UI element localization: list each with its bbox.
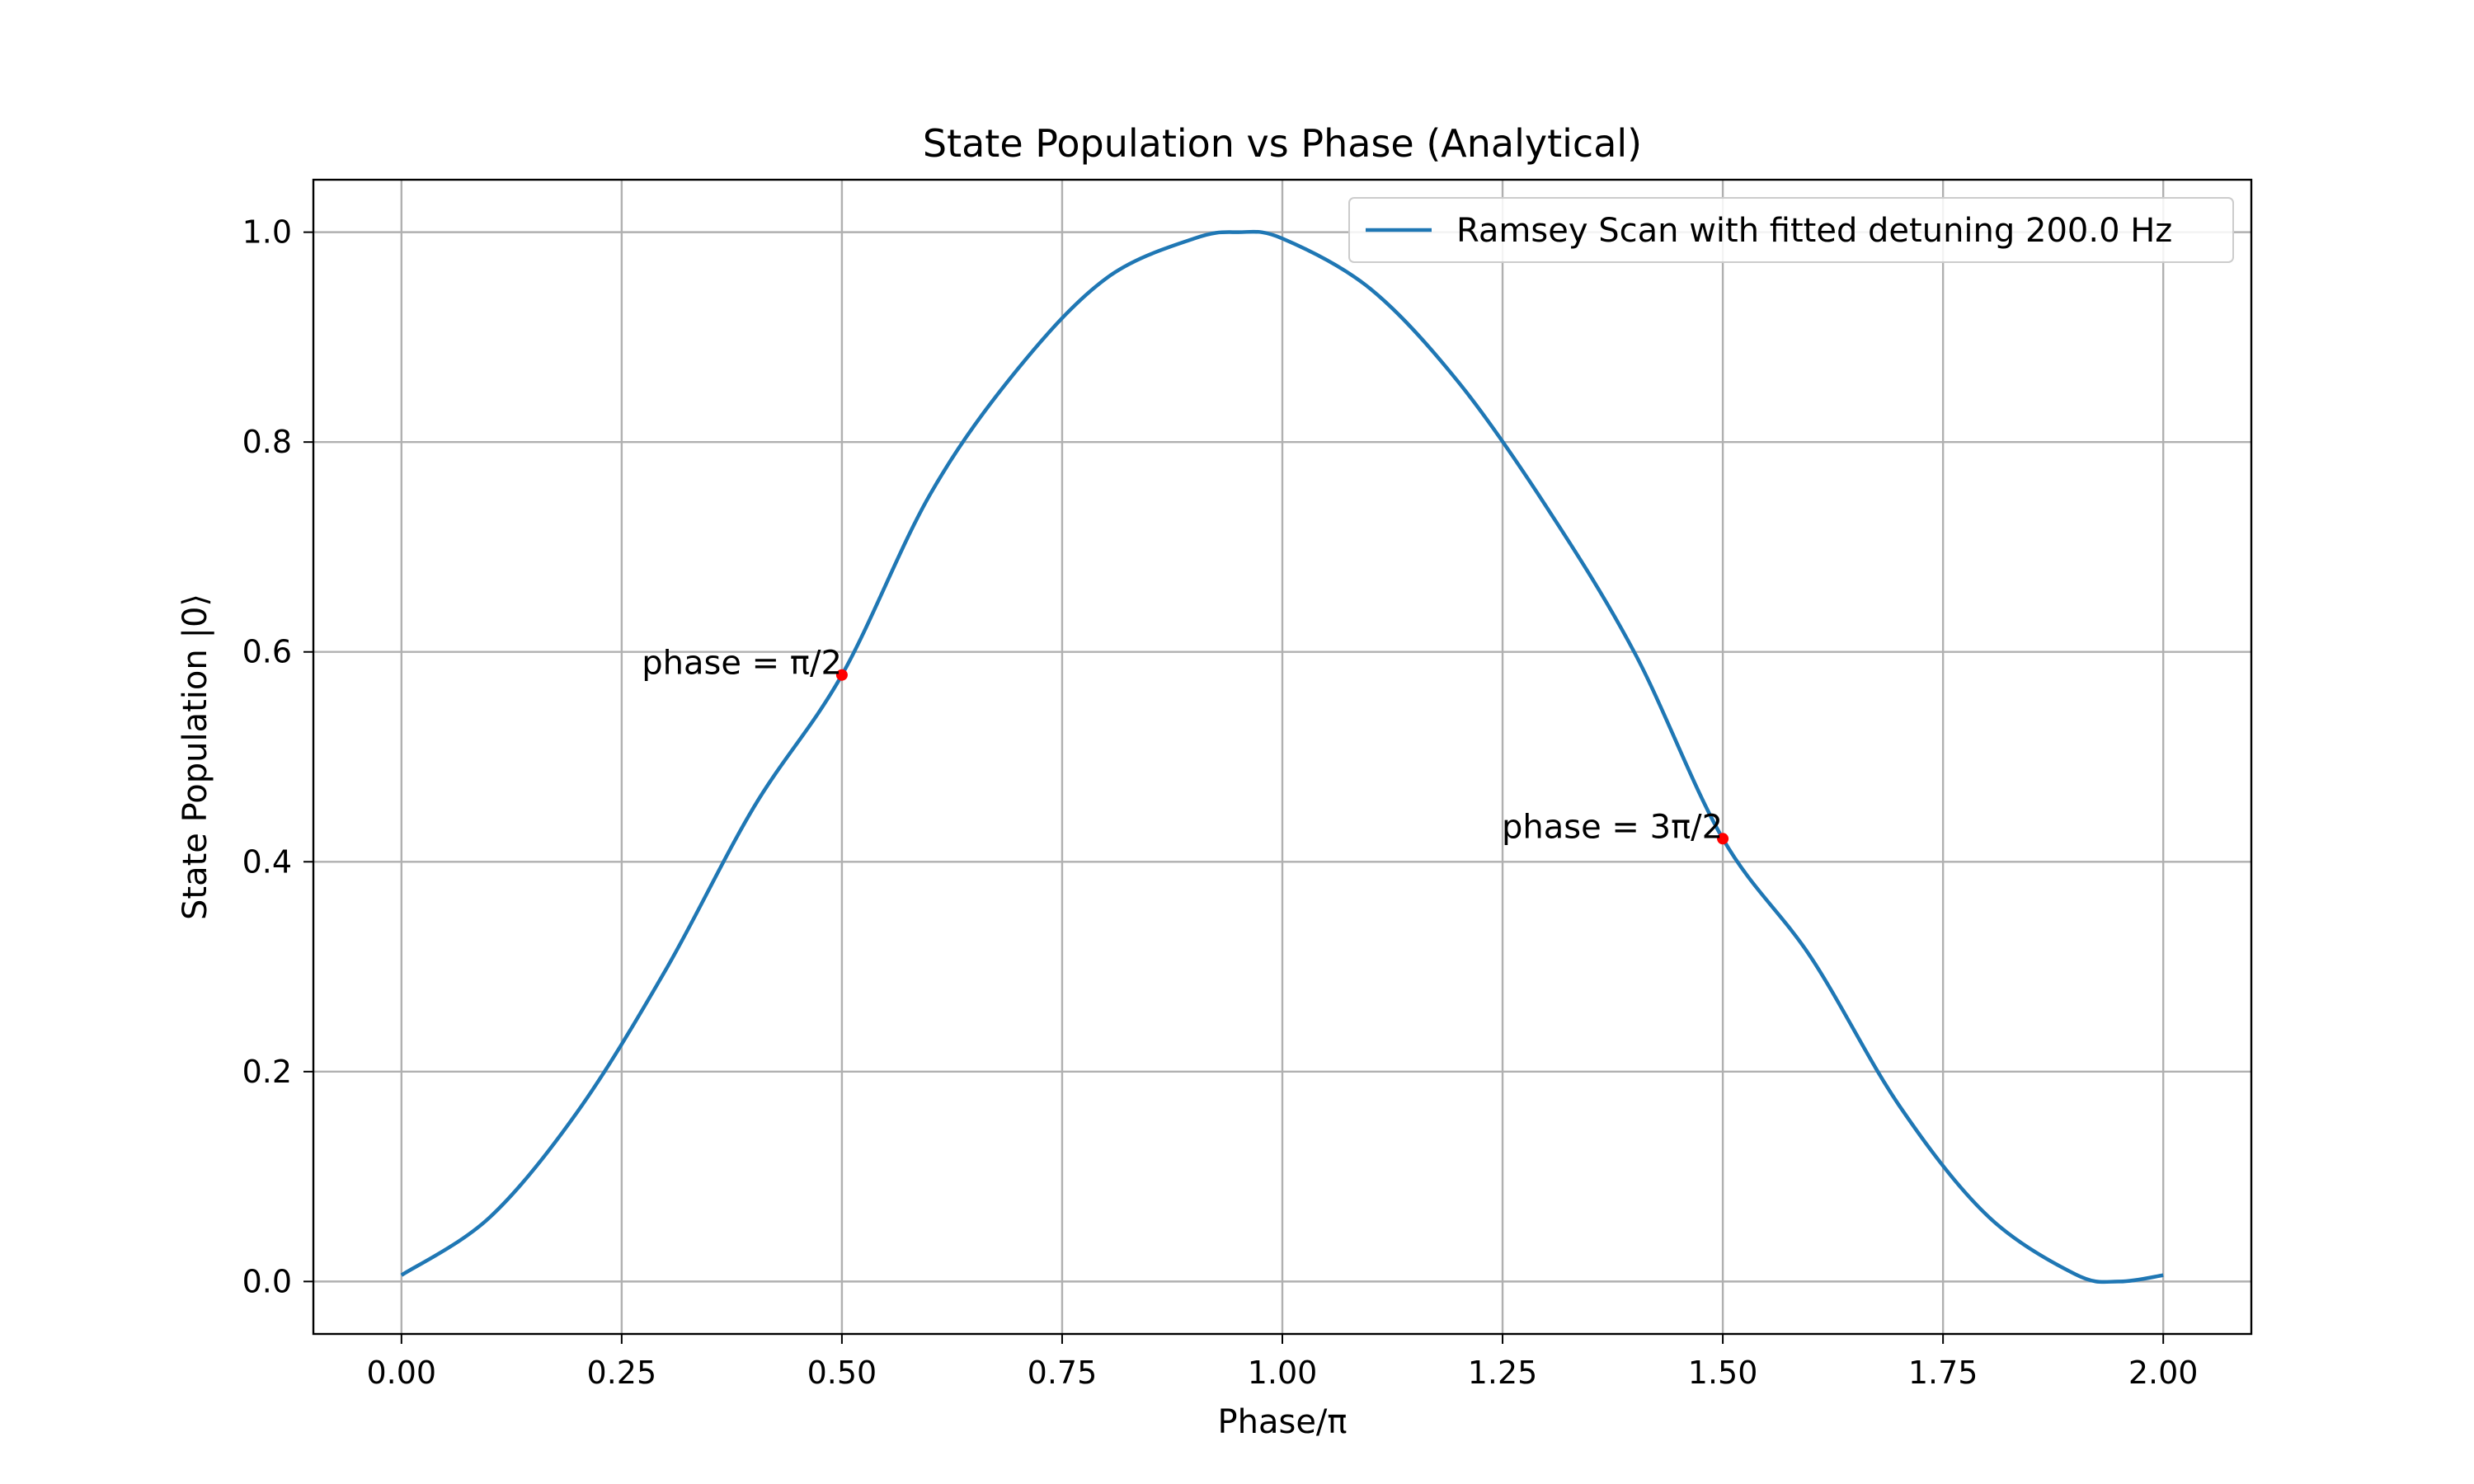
x-tick-label: 1.50 [1688, 1355, 1758, 1391]
y-tick-label: 0.0 [242, 1263, 292, 1299]
series-layer [400, 229, 2164, 1284]
x-tick-label: 2.00 [2128, 1355, 2199, 1391]
legend-box [1348, 197, 2234, 263]
annotation-point [835, 669, 848, 681]
legend: Ramsey Scan with fitted detuning 200.0 H… [1348, 197, 2234, 263]
y-tick-label: 1.0 [242, 214, 292, 251]
annotation-label: phase = 3π/2 [1502, 808, 1723, 846]
x-tick-label: 1.75 [1908, 1355, 1978, 1391]
x-tick-label: 0.25 [587, 1355, 657, 1391]
y-axis-title: State Population |0⟩ [176, 594, 214, 920]
series-line [400, 229, 2164, 1284]
x-tick-label: 1.25 [1468, 1355, 1538, 1391]
y-tick-label: 0.8 [242, 424, 292, 460]
x-tick-label: 0.75 [1028, 1355, 1098, 1391]
annotation-label: phase = π/2 [642, 645, 842, 683]
x-tick-label: 0.50 [807, 1355, 877, 1391]
x-axis-title: Phase/π [1218, 1403, 1348, 1441]
y-tick-label: 0.4 [242, 843, 292, 880]
y-tick-label: 0.6 [242, 634, 292, 670]
legend-label: Ramsey Scan with fitted detuning 200.0 H… [1456, 212, 2172, 250]
x-tick-label: 0.00 [367, 1355, 437, 1391]
annotation-point [1717, 833, 1729, 845]
ticks: 0.00 0.25 0.50 0.75 1.00 1.25 1.50 1.75 2.00 0.0 0… [242, 214, 2199, 1391]
grid [313, 180, 2251, 1334]
x-tick-label: 1.00 [1248, 1355, 1318, 1391]
annotation-points: phase = π/2 phase = 3π/2 [642, 645, 1729, 846]
chart-title: State Population vs Phase (Analytical) [923, 121, 1642, 166]
y-tick-label: 0.2 [242, 1054, 292, 1090]
